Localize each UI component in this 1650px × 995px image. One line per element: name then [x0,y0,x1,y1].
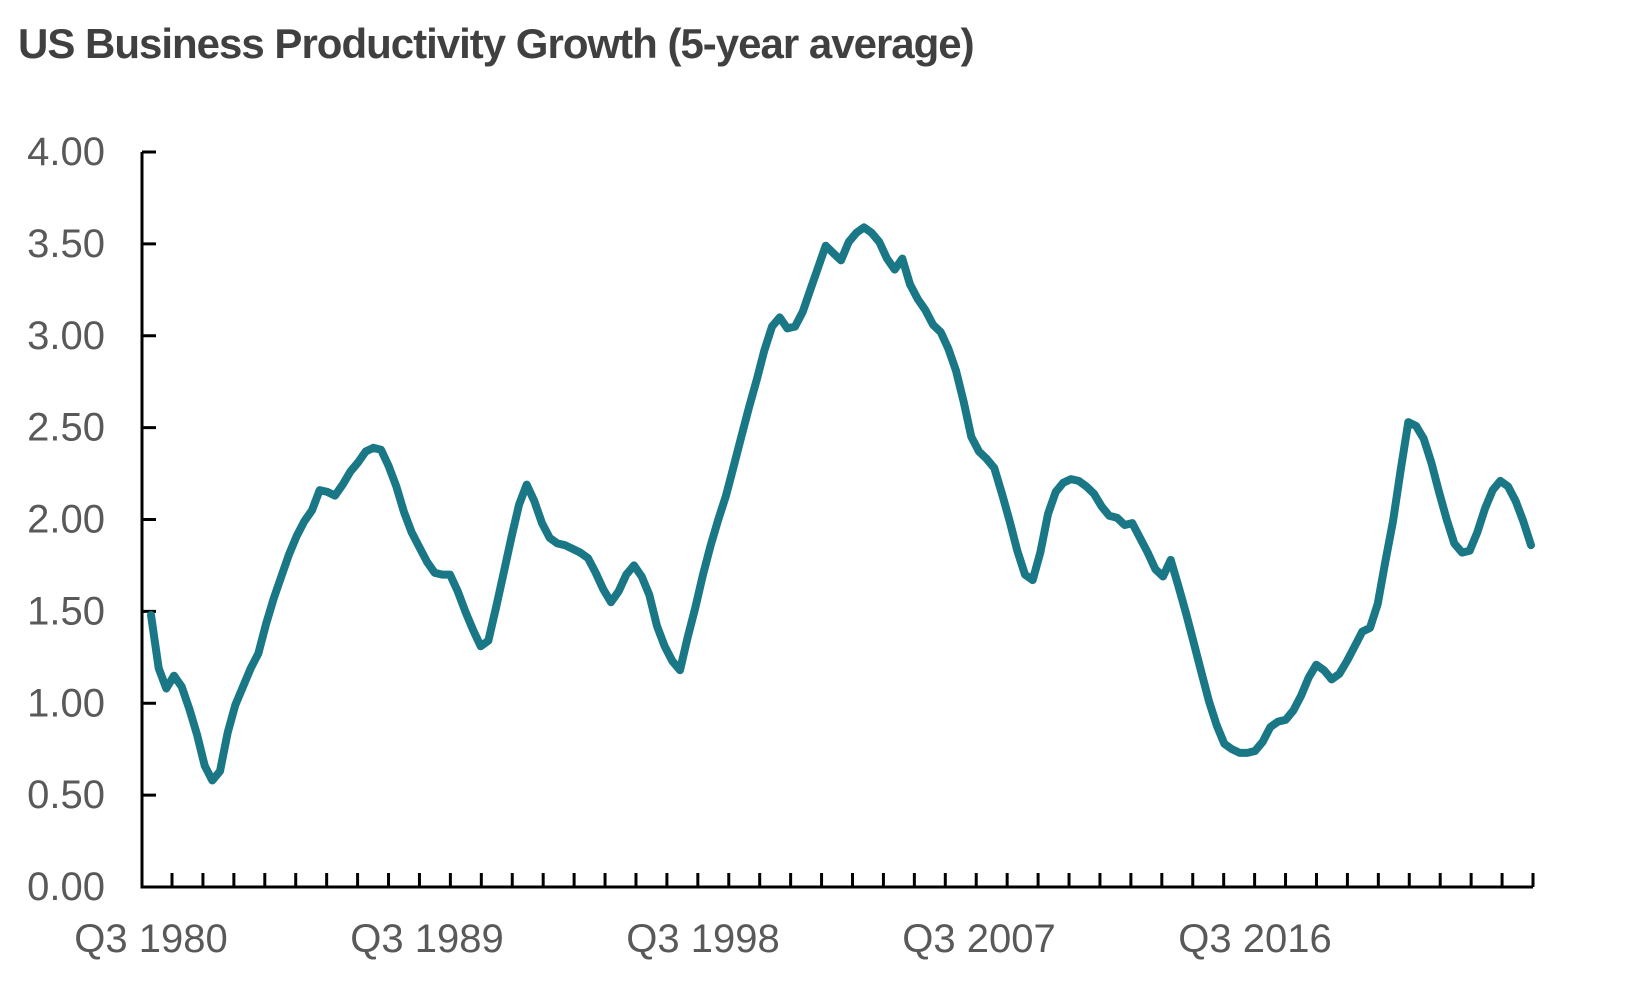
y-tick-label: 0.00 [27,865,105,909]
y-tick-label: 2.50 [27,406,105,450]
x-tick-label: Q3 2016 [1178,917,1331,961]
y-tick-label: 3.50 [27,222,105,266]
x-tick-label: Q3 1989 [350,917,503,961]
y-tick-label: 1.00 [27,681,105,725]
y-tick-label: 2.00 [27,498,105,542]
productivity-line [147,223,1535,785]
x-tick-label: Q3 1980 [74,917,227,961]
y-tick-label: 3.00 [27,314,105,358]
y-tick-label: 1.50 [27,589,105,633]
x-tick-label: Q3 1998 [626,917,779,961]
y-tick-label: 4.00 [27,130,105,174]
y-tick-label: 0.50 [27,773,105,817]
x-tick-label: Q3 2007 [902,917,1055,961]
chart-title: US Business Productivity Growth (5-year … [18,20,975,67]
